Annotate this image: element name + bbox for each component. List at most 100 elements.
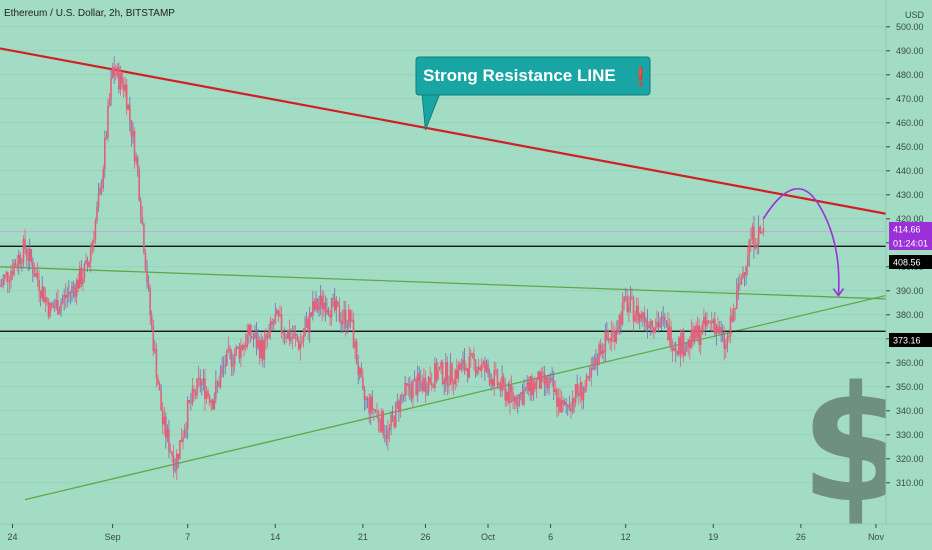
candle-body [759,226,761,233]
candle [208,393,211,407]
candle-body [520,392,522,395]
candle-body [91,242,94,250]
candle-body [310,312,313,316]
candle-body [541,371,544,373]
candle-body [369,396,372,414]
candle [693,325,696,345]
candle-body [133,130,136,162]
candle [283,327,286,345]
candle-body [430,382,433,386]
candle [200,379,203,396]
candle [319,284,322,316]
candle [55,292,58,311]
candle [692,322,694,347]
candle [754,237,757,251]
candle [83,261,86,283]
candle [22,235,25,269]
candle [125,78,128,115]
candle-body [581,382,583,401]
candle [740,274,743,285]
candle [518,393,521,407]
resistance-line[interactable] [0,47,887,215]
candle-body [63,294,65,300]
candle-body [332,297,334,299]
candle-body [618,314,621,330]
candle [35,267,37,278]
candle-body [208,395,211,404]
candle-body [444,362,447,382]
annotation-callout[interactable]: Strong Resistance LINE ❗ [415,56,651,131]
candle-body [735,290,738,309]
candle-body [114,75,117,77]
price-tag: 414.66 [889,222,932,236]
candle-body [624,296,627,298]
candle-body [493,369,496,387]
candle-body [3,275,6,280]
candle-body [659,323,661,327]
candle [646,308,649,339]
candle-body [363,388,366,401]
candle-body [460,363,463,370]
candle-body [276,310,278,314]
candle-body [399,394,402,413]
candle [157,374,159,385]
candle [230,348,233,377]
candle [14,259,17,267]
candle-body [415,379,417,395]
candle-body [645,320,647,322]
rising-support-line[interactable] [24,294,887,501]
candle [465,364,467,372]
candle-body [7,272,9,282]
candle-body [663,316,666,321]
x-axis-panel [0,524,932,550]
candle-body [560,400,563,413]
candle-body [409,384,411,391]
candle [535,377,538,399]
candle-body [197,377,200,379]
candle [606,321,608,342]
candle-body [742,272,744,278]
candle [638,312,641,330]
candle [516,394,519,414]
candle-body [61,299,64,304]
candle [349,309,352,329]
candle [327,307,330,317]
candle-body [316,298,319,311]
candle [412,378,414,407]
candle [99,182,101,196]
candle-body [11,271,14,275]
candle [546,374,549,394]
candle-body [487,363,489,373]
candle [549,372,552,383]
candle [161,402,164,434]
candle [710,311,713,332]
candle [144,248,147,272]
candle-body [333,297,336,311]
candle [251,324,253,340]
candle-body [679,337,682,355]
candle [155,343,158,388]
x-tick-label: Sep [105,532,121,542]
candle [313,298,316,313]
candle-body [709,321,711,323]
candle-body [252,337,255,339]
x-tick-label: Oct [481,532,496,542]
candle-body [635,305,638,316]
candle [737,276,740,301]
candle-body [324,302,327,313]
candle-body [313,301,316,310]
candle [383,424,386,443]
candle [499,378,502,398]
candle [714,311,716,337]
candle-body [64,294,67,298]
candle [568,395,571,411]
candle-body [0,284,3,287]
candle-body [47,302,50,317]
candle-body [440,361,442,368]
candle [82,267,84,292]
candle-body [376,411,378,413]
candle-body [692,329,694,342]
candle [152,319,155,357]
candle-body [374,409,377,412]
candle [452,378,455,396]
